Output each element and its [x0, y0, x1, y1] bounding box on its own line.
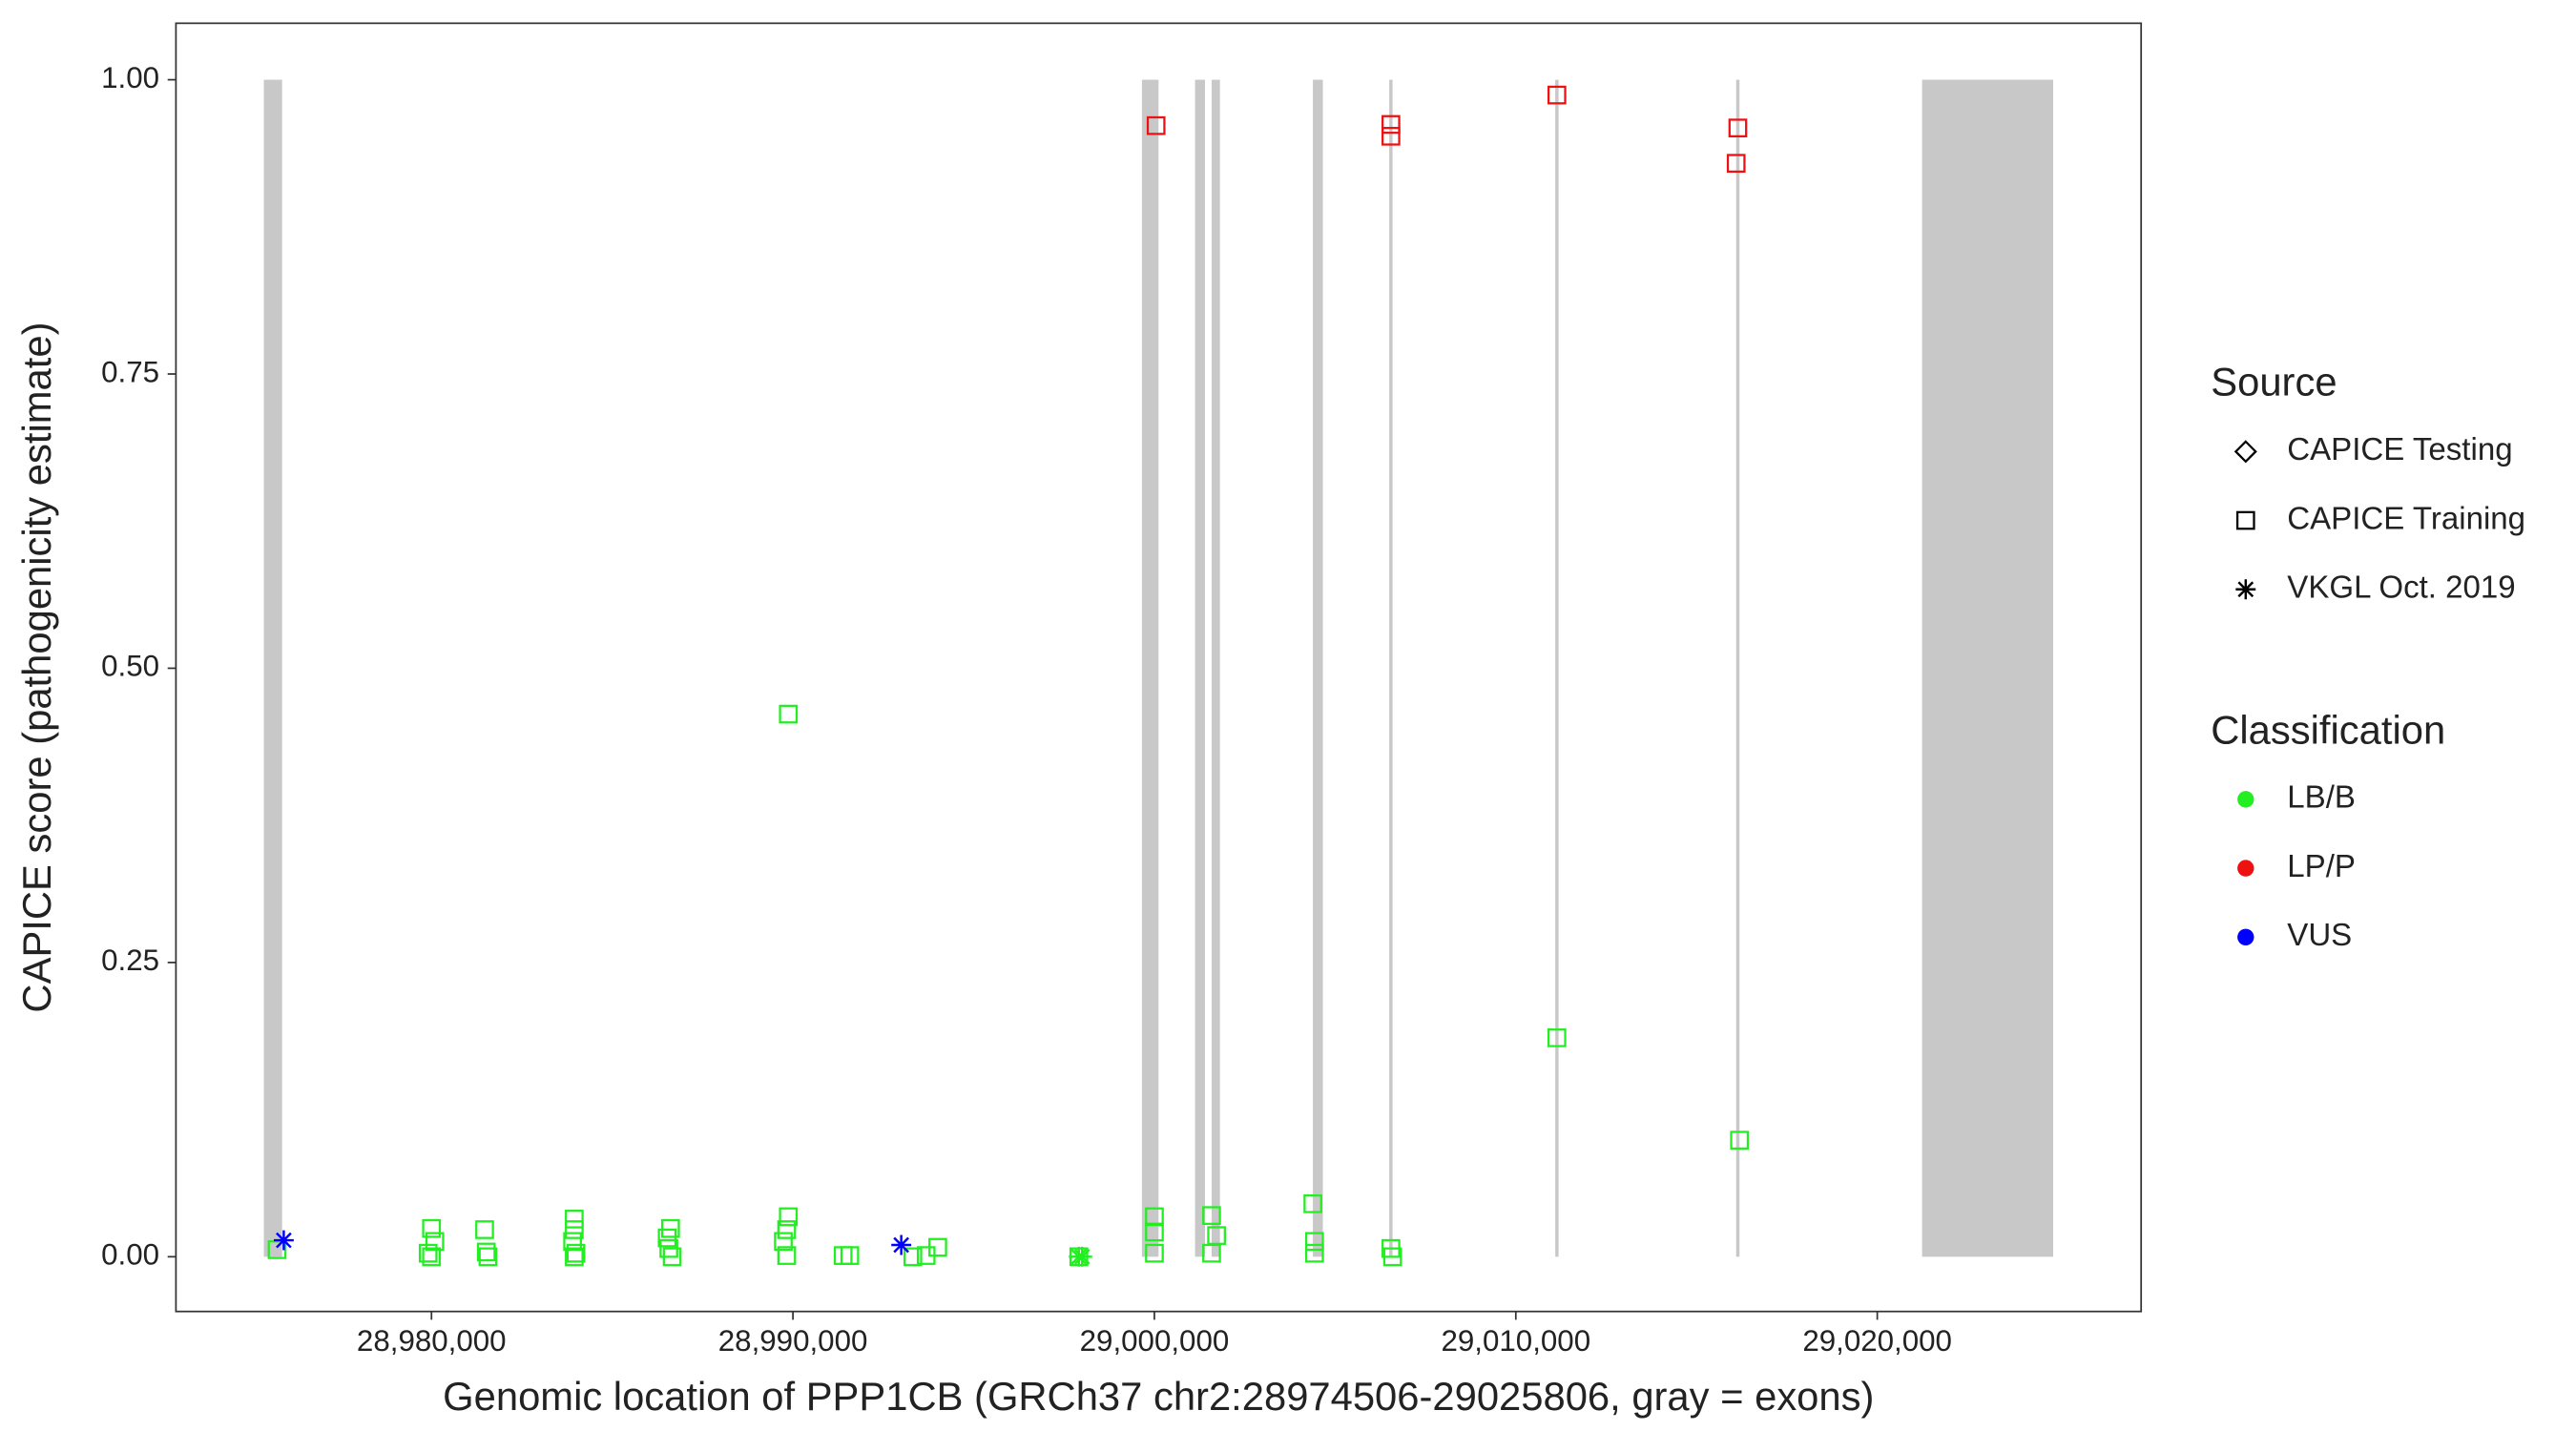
exon: [1141, 79, 1159, 1257]
point-square: [1548, 85, 1567, 105]
legend-symbol: [2237, 860, 2254, 877]
point-square: [565, 1210, 584, 1229]
point-square: [425, 1232, 445, 1252]
point-star: [273, 1230, 294, 1251]
x-tick-label: 28,980,000: [357, 1324, 507, 1358]
point-square: [418, 1243, 438, 1263]
point-square: [779, 704, 799, 724]
point-square: [476, 1242, 496, 1262]
point-square: [1304, 1243, 1324, 1263]
point-square: [1145, 1207, 1164, 1227]
point-square: [1145, 1222, 1164, 1242]
point-square: [928, 1237, 947, 1257]
point-square: [657, 1228, 677, 1248]
legend-symbol: [2237, 928, 2254, 946]
legend-label: VKGL Oct. 2019: [2287, 570, 2515, 605]
y-tick-label: 0.25: [101, 944, 159, 977]
exon: [1389, 79, 1393, 1257]
point-square: [777, 1246, 797, 1265]
point-square: [1726, 154, 1746, 174]
point-square: [422, 1218, 442, 1238]
y-tick-label: 1.00: [101, 61, 159, 94]
point-star: [1071, 1246, 1092, 1267]
y-tick-label: 0.00: [101, 1238, 159, 1272]
point-square: [1381, 114, 1401, 135]
point-square: [1381, 126, 1401, 146]
point-square: [1202, 1243, 1221, 1263]
y-tick-label: 0.50: [101, 650, 159, 683]
point-square: [478, 1247, 498, 1267]
exon: [1313, 79, 1323, 1257]
x-tick-label: 28,990,000: [718, 1324, 868, 1358]
point-square: [1730, 1130, 1750, 1151]
point-square: [903, 1247, 923, 1267]
legend-title: Classification: [2211, 707, 2445, 752]
y-axis-label: CAPICE score (pathogenicity estimate): [14, 322, 59, 1013]
point-square: [422, 1247, 442, 1267]
legend-title: Source: [2211, 360, 2337, 404]
point-square: [565, 1247, 584, 1267]
exon: [263, 79, 282, 1257]
point-square: [660, 1218, 680, 1238]
point-square: [566, 1243, 586, 1263]
point-square: [662, 1247, 682, 1267]
x-tick-label: 29,010,000: [1441, 1324, 1590, 1358]
exon: [1555, 79, 1559, 1257]
legend-label: CAPICE Testing: [2287, 432, 2512, 467]
legend-label: LB/B: [2287, 780, 2356, 816]
x-tick-label: 29,020,000: [1802, 1324, 1952, 1358]
point-square: [1145, 1243, 1164, 1263]
point-square: [1548, 1028, 1567, 1047]
exon: [1195, 79, 1205, 1257]
legend-label: VUS: [2287, 918, 2352, 953]
x-tick-label: 29,000,000: [1080, 1324, 1230, 1358]
point-square: [774, 1232, 793, 1252]
point-square: [1303, 1193, 1322, 1213]
y-tick-label: 0.75: [101, 355, 159, 388]
exon: [1735, 79, 1740, 1257]
legend-symbol: [2233, 440, 2257, 464]
exon: [1922, 79, 2054, 1257]
point-square: [1382, 1247, 1402, 1267]
point-square: [563, 1232, 582, 1252]
point-square: [1146, 115, 1166, 135]
point-star: [891, 1234, 912, 1255]
point-square: [840, 1246, 860, 1265]
point-square: [1728, 118, 1748, 137]
legend-label: CAPICE Training: [2287, 501, 2525, 536]
legend-label: LP/P: [2287, 849, 2356, 884]
x-axis-label: Genomic location of PPP1CB (GRCh37 chr2:…: [443, 1374, 1874, 1419]
point-square: [779, 1207, 799, 1227]
exon: [1211, 79, 1220, 1257]
point-square: [475, 1220, 494, 1239]
legend-symbol: [2237, 791, 2254, 808]
point-square: [777, 1220, 797, 1239]
legend-symbol: [2235, 579, 2256, 600]
point-square: [1202, 1206, 1221, 1225]
point-square: [1304, 1232, 1324, 1252]
legend-symbol: [2235, 510, 2255, 530]
point-square: [565, 1220, 584, 1239]
